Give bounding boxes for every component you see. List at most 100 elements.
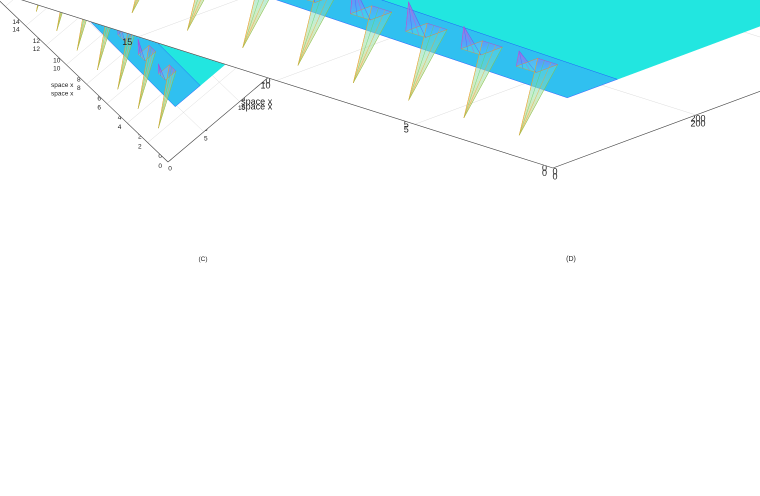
spike-mesh-line [242, 0, 260, 49]
spike-mesh-line [158, 68, 175, 129]
x-axis-label: space x [51, 82, 74, 89]
spike-mesh-line [463, 47, 503, 119]
spike-mesh-line [518, 62, 552, 136]
x-axis-label: space x [241, 101, 273, 111]
spike-mesh-line [460, 26, 465, 49]
spike-mesh-line [137, 39, 146, 61]
spike-mesh-line [354, 0, 358, 16]
spike-mesh-line [117, 25, 129, 90]
spike-mesh-line [518, 58, 538, 136]
spike-mesh-line [463, 26, 468, 51]
spike-mesh-line [463, 40, 483, 119]
spike-mesh-line [242, 0, 255, 49]
spike-mesh-line [357, 0, 364, 19]
x-tick-label: 0 [542, 168, 547, 178]
spike-mesh-line [516, 50, 520, 67]
spike-mesh-line [187, 0, 205, 31]
spike-mesh-line [518, 60, 545, 136]
x-tick-label: 0 [158, 153, 162, 160]
x-tick-label: 0 [542, 163, 547, 173]
spike-mesh-line [187, 0, 195, 31]
x-tick-label: 6 [97, 105, 101, 112]
y-axis-line [552, 90, 760, 169]
x-tick-label: 10 [260, 76, 270, 86]
spike-mesh-line [408, 1, 426, 38]
spike-mesh-line [408, 1, 420, 36]
spike-mesh-line [518, 50, 524, 69]
spike-mesh-line [353, 9, 386, 84]
spike-mesh-line [117, 27, 132, 90]
spike-mesh-line [187, 0, 198, 31]
spike-mesh-line [56, 0, 63, 31]
x-tick-label: 12 [33, 46, 41, 53]
steady-state-surface [381, 0, 760, 80]
panel-title: (D) [566, 256, 576, 263]
spike-mesh-line [408, 1, 413, 34]
x-tick-label: 10 [260, 81, 270, 91]
panel-title: (C) [198, 256, 207, 263]
spike-mesh-line [353, 7, 379, 84]
x-tick-label: 14 [12, 19, 20, 26]
spike-mesh-line [408, 25, 435, 101]
spike-mesh-line [117, 30, 134, 90]
y-tick-label: 200 [690, 114, 705, 124]
x-tick-label: 10 [53, 66, 61, 73]
spike-mesh-line [187, 0, 201, 31]
x-tick-label: 10 [53, 57, 61, 64]
spike-mesh-line [131, 0, 137, 14]
spike-mesh-line [463, 26, 482, 56]
spike-mesh-line [131, 0, 138, 14]
spike-mesh-line [297, 0, 334, 66]
spike-mesh-line [353, 5, 373, 84]
x-tick-label: 15 [122, 37, 132, 47]
x-tick-label: 14 [12, 27, 20, 34]
panel-d: 1.5011.50051.51.49951.499201510500200400… [21, 0, 760, 263]
spike-mesh-line [131, 0, 140, 14]
x-tick-label: 5 [404, 119, 409, 129]
spike-mesh-line [405, 1, 409, 32]
y-tick-label: 200 [690, 119, 705, 129]
spike-mesh-line [158, 71, 177, 129]
spike-mesh-line [137, 47, 152, 109]
x-axis-line [21, 0, 554, 169]
x-tick-label: 0 [158, 163, 162, 170]
spike-mesh-line [408, 23, 428, 101]
spike-mesh-line [297, 0, 314, 66]
spike-mesh-line [297, 0, 327, 66]
x-tick-label: 6 [97, 96, 101, 103]
y-tick-label: 0 [552, 172, 557, 182]
x-axis-label: space x [51, 90, 74, 97]
spike-mesh-line [158, 63, 166, 81]
spike-mesh-line [158, 64, 170, 129]
spike-mesh-line [137, 49, 154, 109]
spike-mesh-line [158, 66, 172, 129]
spike-mesh-line [137, 51, 156, 109]
spike-mesh-line [408, 27, 441, 101]
spike-mesh-line [518, 50, 537, 73]
spike-mesh-line [463, 26, 475, 54]
spike-mesh-line [158, 63, 164, 79]
x-tick-label: 5 [404, 124, 409, 134]
spike-mesh-line [158, 63, 162, 76]
x-tick-label: 8 [77, 76, 81, 83]
y-tick-label: 0 [552, 167, 557, 177]
transient-band [276, 0, 619, 99]
spike-mesh-line [131, 0, 136, 14]
y-tick-label: 0 [168, 165, 172, 172]
y-tick-label: 5 [204, 135, 208, 142]
x-tick-label: 2 [138, 134, 142, 141]
spike-mesh-line [137, 45, 150, 109]
spike-mesh-line [137, 39, 141, 57]
spike-mesh-line [518, 50, 530, 71]
spike-mesh-line [350, 0, 352, 14]
spike-mesh-line [408, 29, 448, 101]
x-tick-label: 4 [118, 124, 122, 131]
x-tick-label: 4 [118, 115, 122, 122]
spike-mesh-line [117, 32, 136, 90]
spike-mesh-line [242, 0, 269, 49]
x-tick-label: 2 [138, 143, 142, 150]
spike-mesh-line [463, 42, 490, 119]
y-tick-label: 10 [238, 105, 246, 112]
spike-mesh-line [137, 39, 143, 59]
